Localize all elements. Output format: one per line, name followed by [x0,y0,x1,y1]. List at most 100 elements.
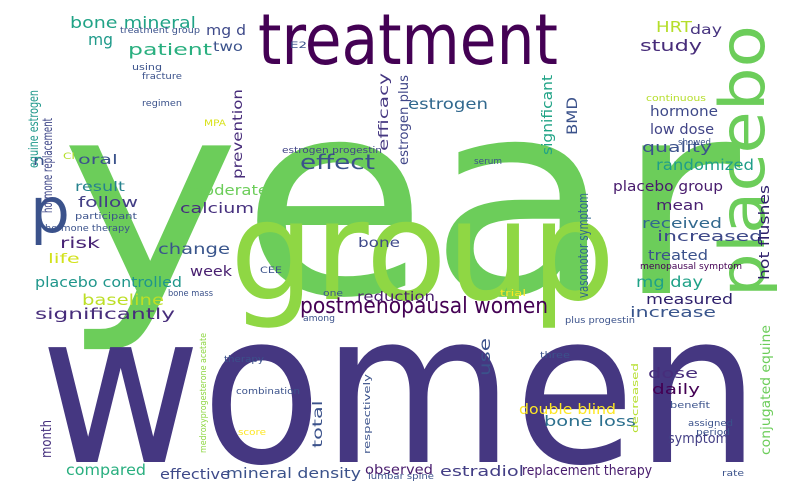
word-mg-day: mg day [636,273,704,291]
word-study: study [640,36,702,55]
word-change: change [158,240,230,258]
word-total: total [311,400,326,448]
word-group: group [230,171,616,332]
word-oral: oral [78,153,118,168]
word-regimen: regimen [142,99,182,109]
word-hormone: hormone [650,104,719,120]
word-three: three [540,351,571,361]
word-p: p [30,174,70,247]
word-ci: CI [63,152,75,162]
word-assigned: assigned [688,419,733,429]
word-combination: combination [236,387,301,397]
word-bone-loss: bone loss [544,414,637,430]
word-medroxyprogesterone-acetate: medroxyprogesterone acetate [199,333,209,453]
word-life: life [48,252,80,267]
word-lumbar-spine: lumbar spine [368,472,434,482]
word-bone-mineral: bone mineral [70,13,196,32]
word-calcium: calcium [180,201,255,217]
word-benefit: benefit [670,401,711,411]
word-therapy: therapy [224,355,265,365]
word-continuous: continuous [646,94,706,104]
word-bmd: BMD [565,97,581,135]
word-patient: patient [128,40,212,59]
word-hot-flushes: hot flushes [757,185,773,280]
word-moderate: moderate [188,183,268,199]
word-n: n [33,154,46,169]
word-serum: serum [474,157,503,167]
word-conjugated-equine: conjugated equine [759,325,774,455]
word-baseline: baseline [82,291,164,309]
word-week: week [190,264,232,280]
word-trial: trial [500,289,527,299]
word-placebo-group: placebo group [613,179,723,195]
word-significant: significant [540,74,556,155]
word-placebo-controlled: placebo controlled [35,275,182,291]
word-fracture: fracture [142,72,182,82]
word-increased: increased [657,229,764,245]
word-significantly: significantly [35,305,176,323]
word-double-blind: double blind [519,402,616,418]
word-replacement-therapy: replacement therapy [522,463,653,479]
word-women: women [40,267,761,500]
word-mpa: MPA [204,119,226,129]
word-mean: mean [656,198,705,214]
word-risk: risk [60,234,100,252]
word-cee: CEE [260,266,283,276]
word-measured: measured [646,292,734,308]
word-efficacy: efficacy [377,72,392,151]
word-result: result [75,180,125,195]
word-rate: rate [722,469,744,479]
word-plus-progestin: plus progestin [565,316,636,326]
word-received: received [642,216,722,232]
word-estrogen: estrogen [408,95,488,113]
word-dose: dose [648,366,699,382]
word-mg: mg [88,30,114,49]
word-period: period [696,428,731,438]
word-increase: increase [630,305,716,321]
word-two: two [213,40,243,55]
word-daily: daily [652,382,701,398]
word-treatment-group: treatment group [120,26,201,36]
word-hormone-replacement: hormone replacement [41,118,56,213]
word-effect: effect [300,150,375,174]
word-estrogen-progestin: estrogen progestin [282,146,383,156]
word-equine-estrogen: equine estrogen [27,89,42,168]
word-effective: effective [160,467,230,483]
word-month: month [39,420,55,458]
word-e2: E2 [290,41,307,51]
word-observed: observed [365,463,433,478]
word-one: one [323,289,343,299]
word-among: among [303,314,335,324]
word-showed: showed [678,138,711,148]
word-bone-mass: bone mass [168,289,214,299]
word-hormone-therapy: hormone therapy [45,224,131,234]
word-estradiol: estradiol [440,464,525,480]
word-randomized: randomized [656,156,755,174]
word-treatment: treatment [258,0,558,81]
word-mineral-density: mineral density [226,466,361,482]
word-treated: treated [648,248,709,264]
word-mg-d: mg d [206,23,247,39]
word-use: use [476,337,494,376]
word-using: using [132,63,163,73]
word-vasomotor-symptom: vasomotor symptom [576,193,592,298]
word-day: day [690,23,723,38]
word-estrogen-plus: estrogen plus [397,75,412,165]
word-quality: quality [642,140,712,156]
word-prevention: prevention [231,88,246,179]
word-reduction: reduction [357,290,435,305]
word-symptom: symptom [668,431,729,447]
word-low-dose: low dose [650,122,715,138]
word-hrt: HRT [656,18,693,36]
word-menopausal-symptom: menopausal symptom [640,262,743,272]
word-postmenopausal-women: postmenopausal women [300,294,549,319]
word-year: year [60,42,741,357]
word-participant: participant [75,212,138,222]
word-bone: bone [358,236,400,251]
word-follow: follow [78,195,139,211]
word-respectively: respectively [363,373,373,454]
word-decreased: decreased [631,362,641,433]
word-compared: compared [66,461,147,479]
word-score: score [238,428,267,438]
